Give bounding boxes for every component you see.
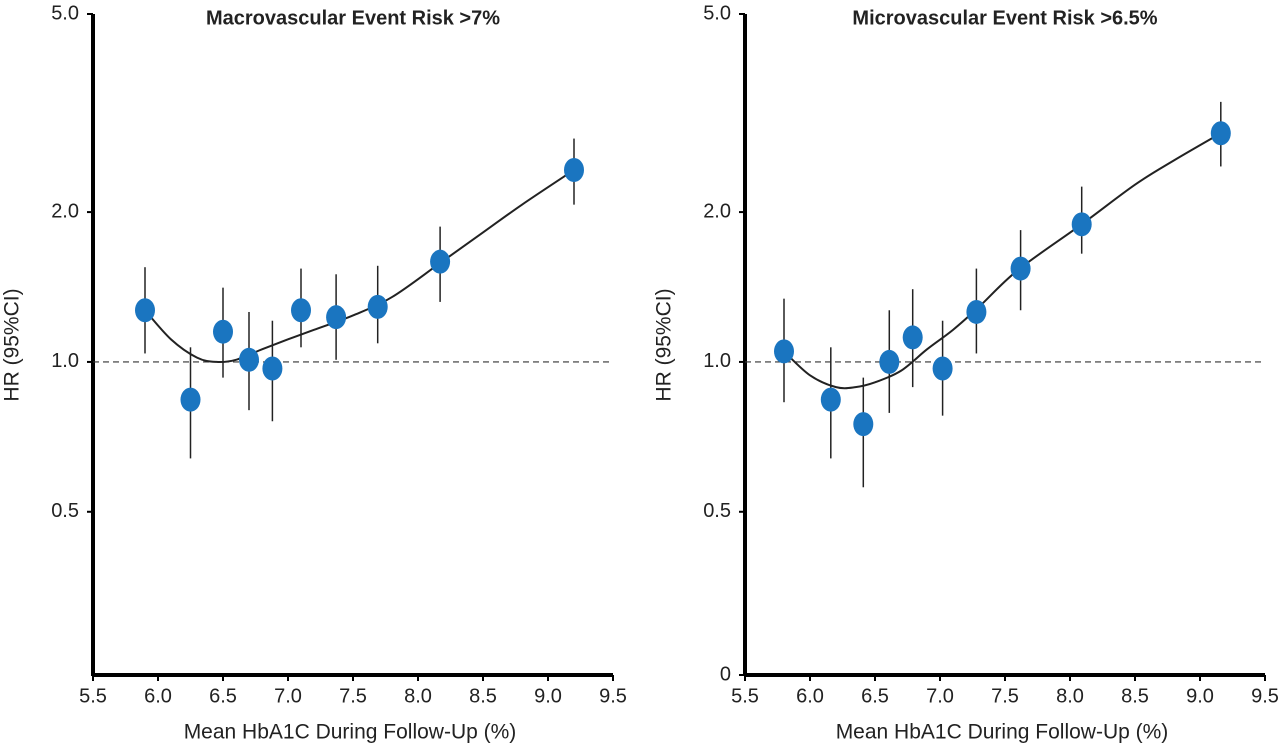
data-point [239,347,259,372]
data-point [1210,121,1231,146]
x-axis-label: Mean HbA1C During Follow-Up (%) [836,721,1169,744]
data-point [966,299,987,324]
data-point [291,298,311,323]
y-tick-label: 2.0 [703,200,731,222]
x-tick-label: 9.0 [534,685,562,707]
x-tick-label: 9.5 [1251,685,1279,707]
data-point [180,387,201,412]
data-point [326,305,347,330]
fit-curve [144,169,575,364]
data-point [213,319,233,344]
data-point [430,249,451,274]
y-tick-label: 2.0 [51,200,79,222]
fit-curve [783,132,1222,390]
data-point [1010,256,1031,281]
data-point [135,298,155,323]
y-tick-label: 0 [720,663,731,685]
data-point [879,349,900,374]
data-point [853,412,874,437]
x-tick-label: 8.5 [1121,685,1149,707]
chart-title: Microvascular Event Risk >6.5% [852,7,1157,29]
y-axis-label: HR (95%CI) [653,288,676,401]
x-axis-label: Mean HbA1C During Follow-Up (%) [184,721,517,744]
y-tick-label: 1.0 [703,350,731,372]
x-tick-label: 8.0 [404,685,432,707]
y-tick-label: 1.0 [51,350,79,372]
x-tick-label: 7.0 [274,685,302,707]
x-tick-label: 6.0 [796,685,824,707]
data-point [262,356,283,381]
y-tick-label: 5.0 [51,2,79,24]
data-point [564,157,584,182]
x-tick-label: 6.5 [209,685,237,707]
data-point [367,294,388,319]
data-point [932,356,953,381]
x-tick-label: 5.5 [79,685,107,707]
chart-title: Macrovascular Event Risk >7% [206,7,500,29]
x-tick-label: 8.5 [469,685,497,707]
data-point [902,325,923,350]
x-tick-label: 5.5 [731,685,759,707]
data-point [820,387,841,412]
x-tick-label: 8.0 [1056,685,1084,707]
x-tick-label: 6.5 [861,685,889,707]
x-tick-label: 6.0 [144,685,172,707]
x-tick-label: 7.5 [339,685,367,707]
y-axis-label: HR (95%CI) [1,288,24,401]
x-tick-label: 7.0 [926,685,954,707]
y-tick-label: 0.5 [51,500,79,522]
data-point [774,339,794,364]
x-tick-label: 9.5 [599,685,627,707]
y-tick-label: 0.5 [703,500,731,522]
data-point [1071,212,1092,237]
y-tick-label: 5.0 [703,2,731,24]
x-tick-label: 9.0 [1186,685,1214,707]
x-tick-label: 7.5 [991,685,1019,707]
